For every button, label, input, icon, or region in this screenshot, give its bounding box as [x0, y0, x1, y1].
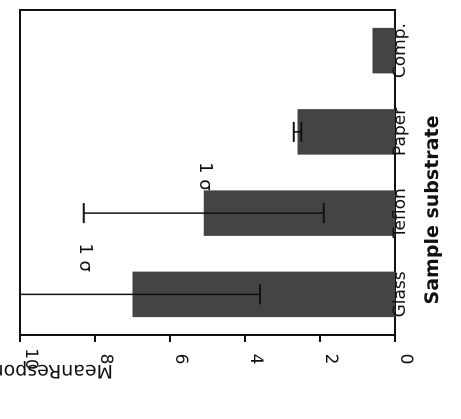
category-label: Paper: [390, 108, 410, 156]
y-axis-ticks: 0 2 4 6 8 10: [19, 335, 416, 370]
y-tick-label: 10: [21, 348, 41, 370]
annotations: 1 σ 1 σ: [75, 162, 216, 272]
y-tick-label: 6: [171, 354, 191, 365]
x-axis-labels: Glass Teflon Paper Comp.: [390, 23, 410, 317]
bars: [132, 27, 395, 318]
sigma-annotation: 1 σ: [195, 162, 216, 191]
category-label: Comp.: [390, 23, 410, 78]
bar-comp: [372, 27, 395, 74]
error-bar: [292, 121, 303, 142]
sigma-annotation: 1 σ: [75, 243, 96, 272]
bar-paper: [297, 109, 395, 155]
category-label: Glass: [390, 271, 410, 317]
category-label: Teflon: [390, 188, 410, 239]
x-axis-title: Sample substrate: [421, 116, 443, 305]
y-axis-title: MeanResponse (%): [0, 360, 113, 382]
error-bar: [19, 284, 261, 305]
y-tick-label: 0: [396, 354, 416, 365]
y-tick-label: 2: [321, 354, 341, 365]
y-tick-label: 8: [96, 354, 116, 365]
y-tick-label: 4: [246, 354, 266, 365]
error-bars: [19, 121, 325, 305]
plot-frame: [19, 9, 396, 336]
error-bar: [82, 203, 325, 224]
